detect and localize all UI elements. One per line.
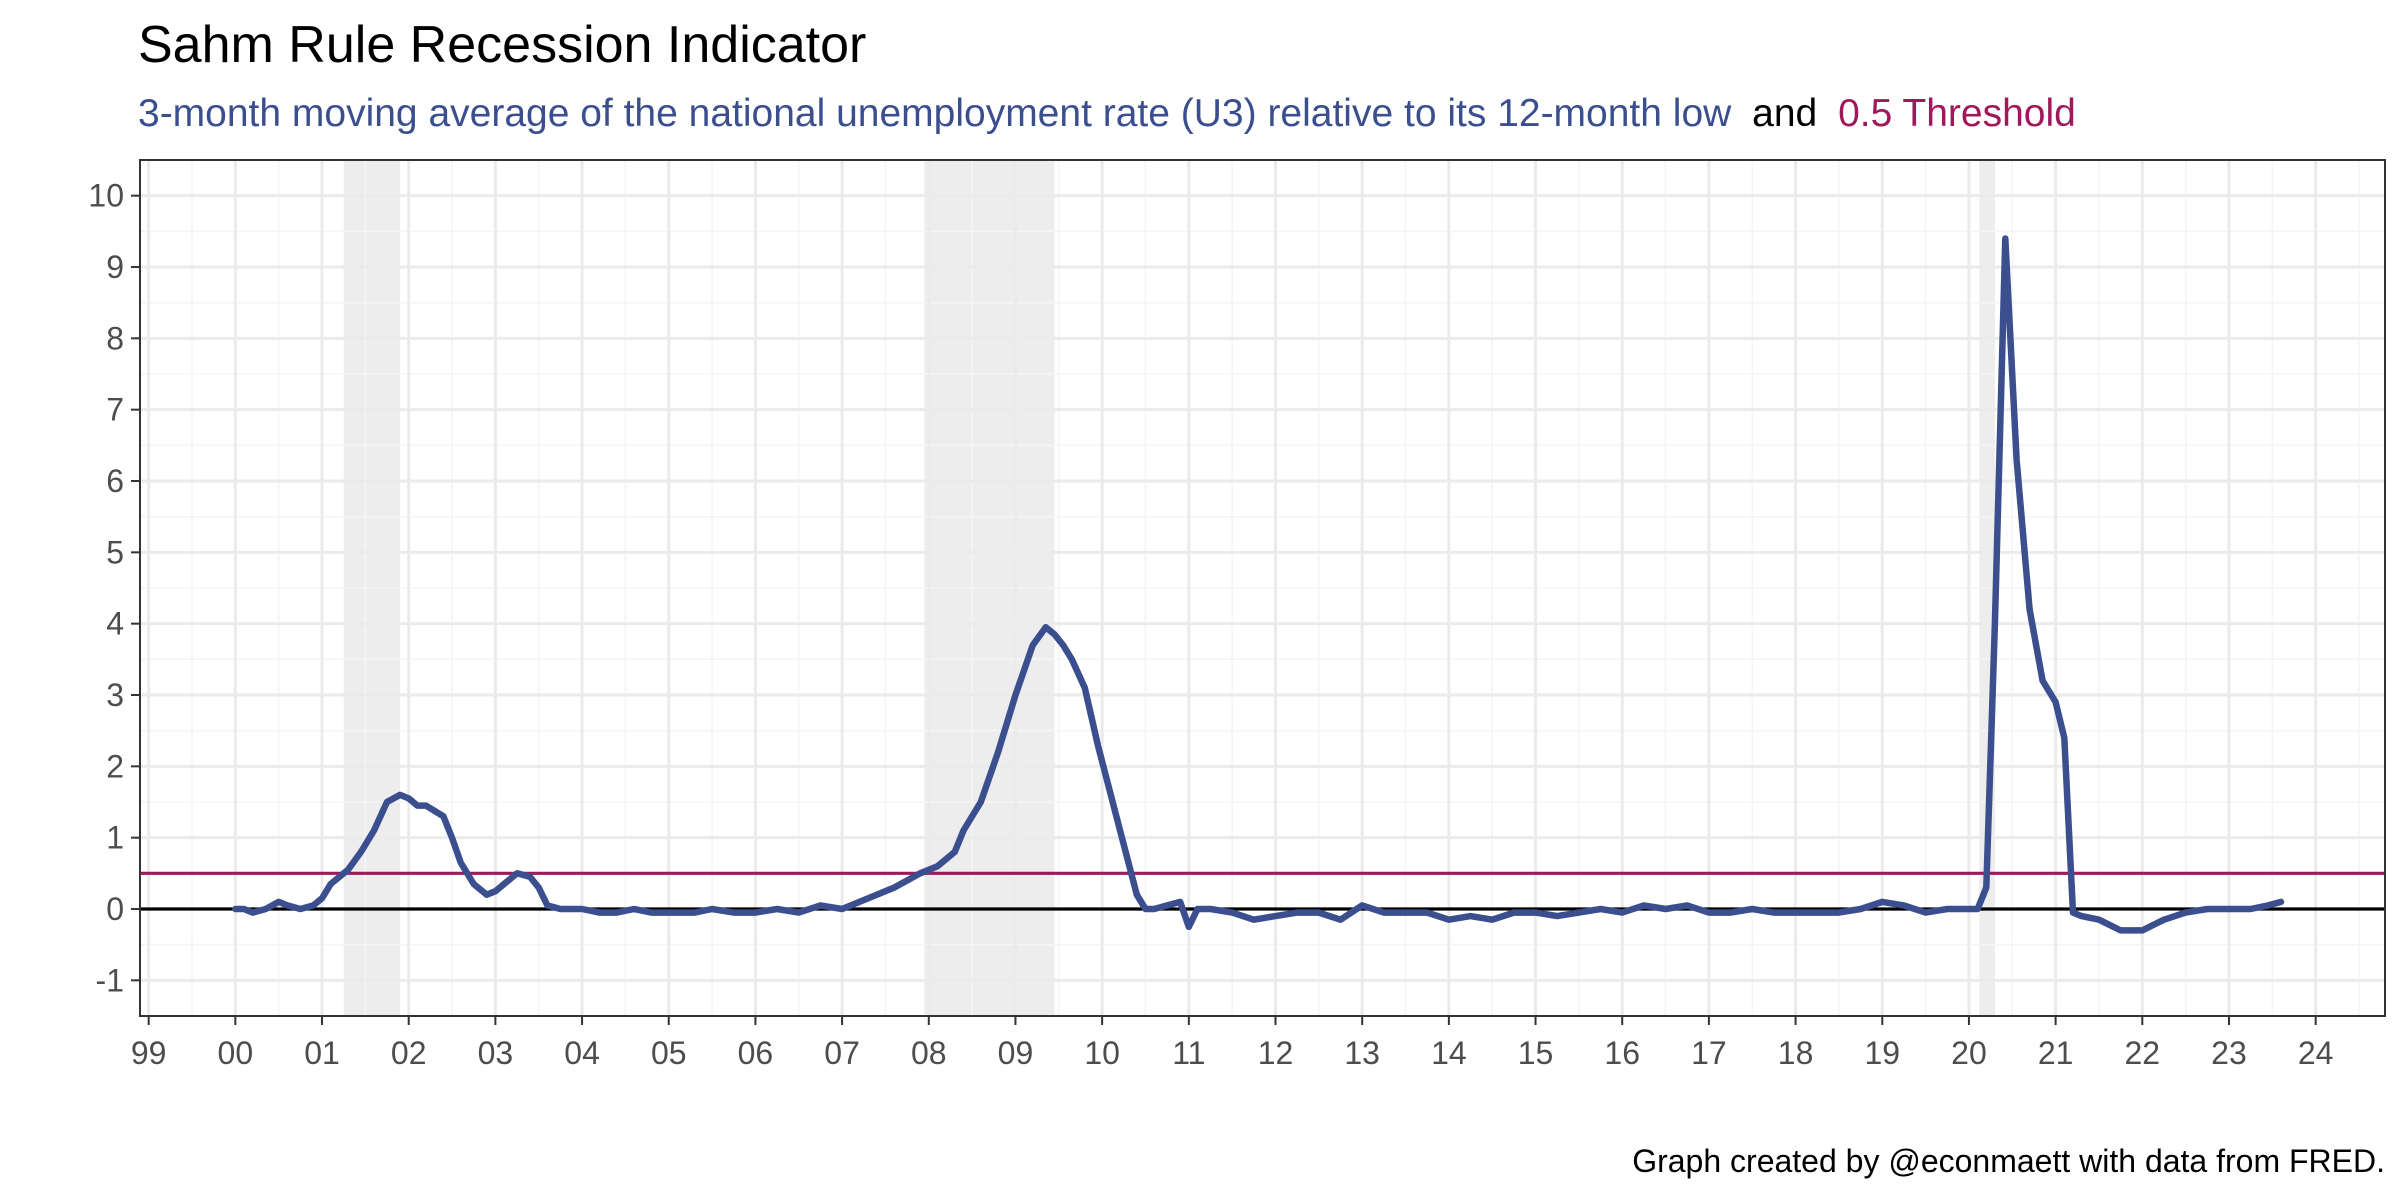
series-line-1 (232, 235, 2285, 934)
x-tick-label: 05 (651, 1035, 687, 1071)
subtitle-joiner: and (1752, 92, 1817, 135)
y-tick-label: 0 (106, 891, 124, 927)
x-tick-label: 02 (391, 1035, 427, 1071)
chart-subtitle: 3-month moving average of the national u… (138, 92, 2076, 135)
x-tick-label: 12 (1258, 1035, 1294, 1071)
x-tick-label: 03 (478, 1035, 514, 1071)
x-tick-label: 04 (564, 1035, 600, 1071)
y-tick-label: 8 (106, 320, 124, 356)
x-tick-label: 10 (1084, 1035, 1120, 1071)
y-tick-label: 1 (106, 820, 124, 856)
x-tick-label: 08 (911, 1035, 947, 1071)
x-tick-label: 09 (998, 1035, 1034, 1071)
y-tick-label: 3 (106, 677, 124, 713)
y-tick-label: 4 (106, 606, 124, 642)
panel-border (139, 159, 2386, 1017)
y-tick-label: -1 (96, 962, 124, 998)
x-tick-label: 18 (1778, 1035, 1814, 1071)
x-tick-label: 21 (2038, 1035, 2074, 1071)
chart-title: Sahm Rule Recession Indicator (138, 16, 866, 74)
x-tick-label: 24 (2298, 1035, 2334, 1071)
x-tick-label: 07 (824, 1035, 860, 1071)
y-tick-label: 6 (106, 463, 124, 499)
y-tick-label: 10 (88, 178, 124, 214)
x-tick-label: 16 (1604, 1035, 1640, 1071)
y-tick-label: 9 (106, 249, 124, 285)
x-tick-label: 06 (738, 1035, 774, 1071)
x-tick-label: 15 (1518, 1035, 1554, 1071)
subtitle-threshold-part: 0.5 Threshold (1838, 92, 2076, 135)
x-tick-label: 22 (2125, 1035, 2161, 1071)
subtitle-series-part: 3-month moving average of the national u… (138, 92, 1732, 135)
chart-caption: Graph created by @econmaett with data fr… (1632, 1143, 2385, 1179)
x-tick-label: 14 (1431, 1035, 1467, 1071)
x-tick-label: 17 (1691, 1035, 1727, 1071)
x-tick-label: 11 (1172, 1035, 1205, 1071)
x-tick-label: 01 (304, 1035, 340, 1071)
x-tick-label: 13 (1344, 1035, 1380, 1071)
y-tick-label: 5 (106, 534, 124, 570)
x-tick-label: 00 (218, 1035, 254, 1071)
x-tick-label: 23 (2211, 1035, 2247, 1071)
y-tick-label: 2 (106, 748, 124, 784)
y-tick-label: 7 (106, 392, 124, 428)
x-tick-label: 19 (1864, 1035, 1900, 1071)
x-tick-label: 99 (131, 1035, 167, 1071)
x-tick-label: 20 (1951, 1035, 1987, 1071)
